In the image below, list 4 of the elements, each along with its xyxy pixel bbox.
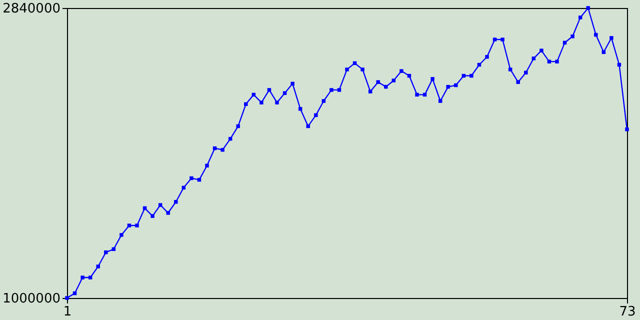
y-tick-label: 2840000 bbox=[2, 2, 60, 16]
x-tick-label: 73 bbox=[619, 304, 636, 320]
x-tick-label: 1 bbox=[63, 304, 72, 320]
y-tick-label: 1000000 bbox=[2, 292, 60, 306]
